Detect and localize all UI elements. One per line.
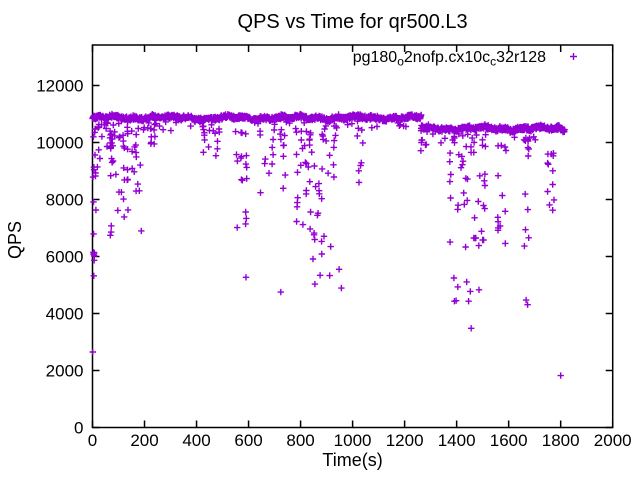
y-tick-label: 2000 [46,362,84,381]
y-axis-label: QPS [5,221,25,259]
x-axis-ticks: 0 200 400 600 800 1000 1200 1400 1600 1800 2000 [88,45,632,450]
x-tick-label: 800 [286,431,314,450]
x-tick-label: 0 [88,431,97,450]
x-tick-label: 1000 [334,431,372,450]
y-tick-label: 12000 [36,77,83,96]
x-axis-label: Time(s) [322,450,382,470]
y-tick-label: 4000 [46,305,84,324]
legend-label: pg180o2nofp.cx10cc32r128 [353,49,546,69]
chart-title: QPS vs Time for qr500.L3 [238,11,468,33]
x-tick-label: 2000 [594,431,632,450]
y-tick-label: 0 [74,419,83,438]
x-tick-label: 600 [234,431,262,450]
legend: pg180o2nofp.cx10cc32r128 [353,49,577,69]
x-tick-label: 1800 [542,431,580,450]
x-tick-label: 1200 [386,431,424,450]
x-tick-label: 400 [182,431,210,450]
legend-marker-icon [570,53,577,60]
scatter-series [89,110,568,379]
y-axis-ticks: 0 2000 4000 6000 8000 10000 12000 [36,77,613,438]
x-tick-label: 1600 [490,431,528,450]
x-tick-label: 1400 [438,431,476,450]
y-tick-label: 10000 [36,134,83,153]
y-tick-label: 6000 [46,248,84,267]
plot-border [91,44,614,429]
y-tick-label: 8000 [46,191,84,210]
x-tick-label: 200 [130,431,158,450]
